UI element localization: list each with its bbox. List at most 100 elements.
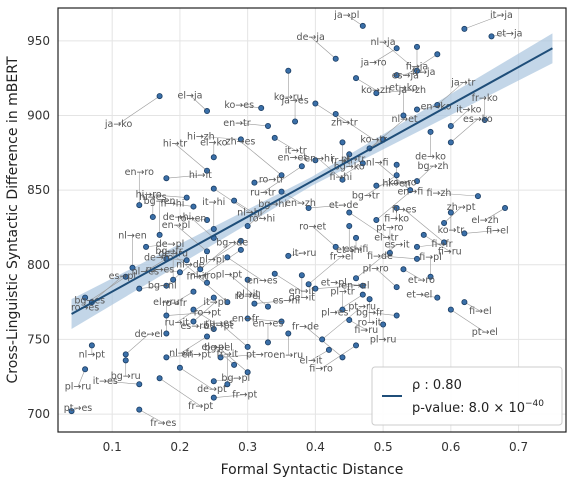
label-leader-line <box>376 191 411 221</box>
data-point <box>136 285 143 292</box>
label-leader-line <box>189 95 208 112</box>
data-point <box>312 285 319 292</box>
legend: ρ : 0.80 p-value: 8.0 × 10−40 <box>371 366 563 426</box>
label-leader-line <box>443 207 462 224</box>
point-label: nl→fr <box>169 348 193 359</box>
point-label: hi→zh <box>187 131 215 142</box>
data-point <box>156 375 163 382</box>
label-leader-line <box>315 285 356 289</box>
data-point <box>461 299 468 306</box>
point-label: en→tr <box>223 118 251 129</box>
label-leader-line <box>377 162 411 191</box>
label-leader-line <box>437 82 464 106</box>
point-label: ja→pl <box>333 10 359 21</box>
point-label: bg→tr <box>352 190 380 201</box>
point-label: ko→tr <box>438 225 465 236</box>
point-label: it→tr <box>285 146 307 157</box>
label-leader-line <box>166 264 191 286</box>
data-point <box>237 136 244 143</box>
point-label: nl→es <box>132 267 159 278</box>
point-label: es→ko <box>463 114 493 125</box>
data-point <box>434 51 441 58</box>
data-point <box>447 139 454 146</box>
data-point <box>88 342 95 349</box>
x-tick-label: 0.5 <box>374 440 393 454</box>
y-tick-label: 800 <box>27 258 50 272</box>
data-point <box>407 187 414 194</box>
label-leader-line <box>312 226 336 248</box>
point-label: es→ru <box>180 321 209 332</box>
point-label: ro→en <box>177 213 206 224</box>
point-label: bg→fr <box>356 308 383 319</box>
label-leader-line <box>349 319 367 331</box>
point-label: nl→en <box>118 231 147 242</box>
data-point <box>156 231 163 238</box>
label-leader-line <box>403 209 445 243</box>
data-point <box>353 275 360 282</box>
label-leader-line <box>321 306 363 340</box>
data-point <box>386 249 393 256</box>
point-label: bg→ko <box>334 161 365 172</box>
point-label: pt→es <box>64 403 93 414</box>
point-label: nl→hi <box>237 208 262 219</box>
label-leader-line <box>172 203 194 207</box>
label-leader-line <box>308 256 342 285</box>
label-leader-line <box>166 174 201 179</box>
data-point <box>231 197 238 204</box>
point-label: hi→ro <box>136 190 162 201</box>
label-leader-line <box>450 309 486 333</box>
data-point <box>393 172 400 179</box>
data-point <box>413 43 420 50</box>
point-label: ro→fr <box>162 298 187 309</box>
point-label: pt→el <box>472 327 498 338</box>
data-point <box>210 294 217 301</box>
data-point <box>244 369 251 376</box>
label-leader-line <box>375 268 397 288</box>
data-point <box>258 105 265 112</box>
legend-p-value-exponent: −40 <box>525 399 544 409</box>
data-point <box>427 273 434 280</box>
label-leader-line <box>423 234 450 252</box>
regression-line <box>71 47 553 315</box>
data-point <box>359 282 366 289</box>
data-point <box>204 167 211 174</box>
label-leader-line <box>233 200 263 219</box>
label-leader-line <box>335 113 374 140</box>
point-label: ro→el <box>235 291 261 302</box>
x-tick-label: 0.3 <box>238 440 257 454</box>
regression-line-path <box>71 47 553 315</box>
data-point <box>380 321 387 328</box>
data-point <box>244 343 251 350</box>
point-label: ro→pt <box>194 308 221 319</box>
label-leader-line <box>254 300 287 304</box>
label-leader-line <box>236 122 269 127</box>
label-leader-line <box>369 312 397 316</box>
point-label: bg→ru <box>111 371 141 382</box>
point-label: et→ja <box>496 28 522 39</box>
point-label: it→pt <box>203 297 227 308</box>
point-label: ja→tr <box>450 78 475 89</box>
label-leader-line <box>334 294 363 313</box>
point-label: bg→pl <box>221 373 250 384</box>
point-label: nl→ro <box>190 270 216 281</box>
data-point <box>271 270 278 277</box>
data-point <box>413 178 420 185</box>
y-tick-label: 850 <box>27 183 50 197</box>
data-point <box>122 273 129 280</box>
point-label: zh→es <box>226 136 256 147</box>
point-label: fr→pt <box>188 401 213 412</box>
data-point <box>163 175 170 182</box>
point-label: es→pt <box>109 271 138 282</box>
plot-frame <box>57 7 567 433</box>
data-point <box>251 300 258 307</box>
point-label: en→fi <box>397 187 423 198</box>
point-label: en→ro <box>125 167 155 178</box>
data-point <box>400 112 407 119</box>
data-point <box>346 151 353 158</box>
data-point <box>332 55 339 62</box>
label-leader-line <box>159 268 180 273</box>
data-point <box>427 128 434 135</box>
point-label: fi→es <box>392 204 417 215</box>
point-label: ro→et <box>299 222 326 233</box>
point-label: en→hi <box>304 154 333 165</box>
